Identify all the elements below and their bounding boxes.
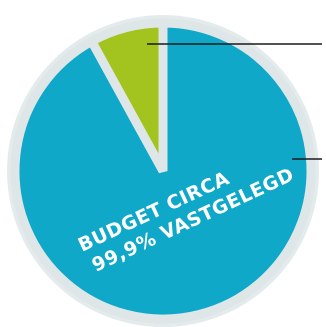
pie-slices bbox=[10, 18, 316, 324]
pie-slice-2 bbox=[85, 18, 168, 174]
